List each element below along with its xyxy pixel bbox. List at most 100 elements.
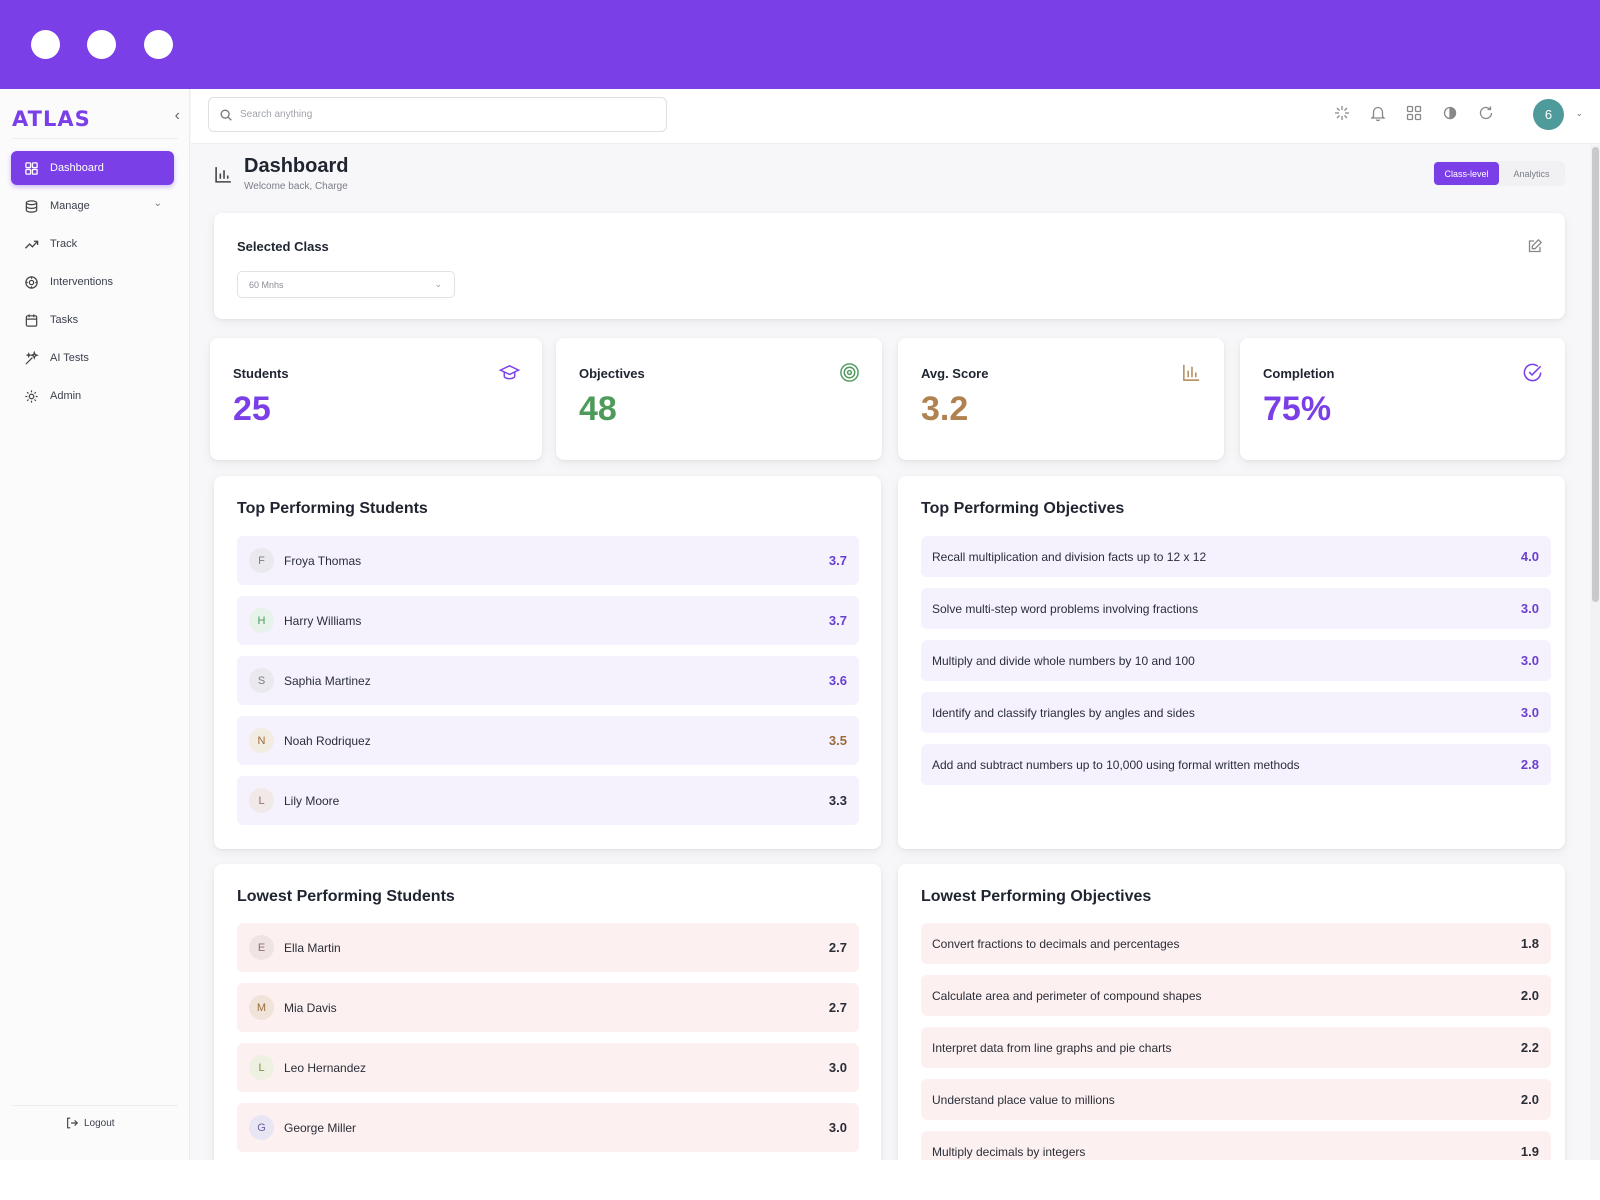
student-initial: H: [249, 608, 274, 633]
sidebar-item-ai-tests[interactable]: AI Tests: [11, 341, 174, 375]
window-dot-1[interactable]: [31, 30, 60, 59]
sidebar-item-label: Dashboard: [50, 162, 104, 174]
refresh-icon[interactable]: [1477, 104, 1496, 123]
logout-button[interactable]: Logout: [65, 1116, 115, 1130]
toggle-class-level[interactable]: Class-level: [1434, 162, 1499, 185]
window-dot-3[interactable]: [144, 30, 173, 59]
stat-card-objectives: Objectives 48: [556, 338, 882, 460]
objective-name: Calculate area and perimeter of compound…: [932, 988, 1202, 1003]
list-item[interactable]: S Saphia Martinez 3.6: [237, 656, 859, 705]
grid-icon[interactable]: [1405, 104, 1424, 123]
student-name: Lily Moore: [284, 793, 340, 808]
student-initial: G: [249, 1115, 274, 1140]
student-score: 3.0: [828, 1060, 847, 1075]
objective-score: 4.0: [1520, 549, 1539, 564]
window-bottom-edge: [0, 1160, 1600, 1200]
list-item[interactable]: Understand place value to millions 2.0: [921, 1079, 1551, 1120]
objective-name: Convert fractions to decimals and percen…: [932, 936, 1180, 951]
app-window: ATLAS ‹ Dashboard Manage ⌄: [0, 89, 1600, 1174]
objective-score: 2.8: [1520, 757, 1539, 772]
list-item[interactable]: N Noah Rodriquez 3.5: [237, 716, 859, 765]
student-score: 3.3: [828, 793, 847, 808]
sidebar-item-admin[interactable]: Admin: [11, 379, 174, 413]
top-students-card: Top Performing Students F Froya Thomas 3…: [214, 476, 881, 849]
stat-card-completion: Completion 75%: [1240, 338, 1565, 460]
bell-icon[interactable]: [1369, 104, 1388, 123]
list-item[interactable]: Convert fractions to decimals and percen…: [921, 923, 1551, 964]
theme-icon[interactable]: [1441, 104, 1460, 123]
sidebar-item-label: Manage: [50, 200, 90, 212]
card-title: Top Performing Students: [237, 500, 428, 517]
student-initial: S: [249, 668, 274, 693]
scrollbar-track[interactable]: [1590, 145, 1600, 1160]
sidebar-item-track[interactable]: Track: [11, 227, 174, 261]
chevron-down-icon[interactable]: ⌄: [1575, 108, 1583, 118]
list-item[interactable]: L Leo Hernandez 3.0: [237, 1043, 859, 1092]
student-initial: L: [249, 1055, 274, 1080]
student-score: 3.7: [828, 613, 847, 628]
avatar[interactable]: 6: [1533, 99, 1564, 130]
logo-row: ATLAS ‹: [12, 105, 180, 133]
top-bar: 6 ⌄: [191, 89, 1600, 144]
list-item[interactable]: Multiply and divide whole numbers by 10 …: [921, 640, 1551, 681]
stat-value: 48: [579, 390, 617, 428]
sidebar-item-dashboard[interactable]: Dashboard: [11, 151, 174, 185]
student-initial: E: [249, 935, 274, 960]
header-icon-group: [1333, 104, 1496, 123]
list-item[interactable]: H Harry Williams 3.7: [237, 596, 859, 645]
card-title: Lowest Performing Students: [237, 888, 455, 905]
student-initial: L: [249, 788, 274, 813]
sync-icon[interactable]: [1333, 104, 1352, 123]
page-title: Dashboard: [244, 155, 349, 177]
objective-score: 2.2: [1520, 1040, 1539, 1055]
edit-icon[interactable]: [1527, 238, 1543, 254]
trend-icon: [23, 236, 39, 252]
atlas-logo[interactable]: ATLAS: [12, 107, 91, 131]
search-input[interactable]: [240, 109, 640, 120]
student-score: 3.0: [828, 1120, 847, 1135]
class-select[interactable]: 60 Mnhs ⌄: [237, 271, 455, 298]
divider: [12, 1105, 178, 1106]
list-item[interactable]: E Ella Martin 2.7: [237, 923, 859, 972]
list-item[interactable]: G George Miller 3.0: [237, 1103, 859, 1152]
stat-card-avg-score: Avg. Score 3.2: [898, 338, 1224, 460]
objective-name: Understand place value to millions: [932, 1092, 1115, 1107]
calendar-icon: [23, 312, 39, 328]
list-item[interactable]: F Froya Thomas 3.7: [237, 536, 859, 585]
list-item[interactable]: M Mia Davis 2.7: [237, 983, 859, 1032]
objective-score: 2.0: [1520, 988, 1539, 1003]
sidebar-item-label: Admin: [50, 390, 82, 402]
stat-value: 75%: [1263, 390, 1332, 428]
logout-label: Logout: [84, 1117, 115, 1129]
objective-score: 1.9: [1520, 1144, 1539, 1159]
list-item[interactable]: Add and subtract numbers up to 10,000 us…: [921, 744, 1551, 785]
sidebar-item-tasks[interactable]: Tasks: [11, 303, 174, 337]
chevron-down-icon[interactable]: ⌄: [153, 198, 162, 209]
sidebar-item-manage[interactable]: Manage ⌄: [11, 189, 174, 223]
bar-chart-icon: [215, 167, 231, 183]
sidebar-item-label: Tasks: [50, 314, 79, 326]
list-item[interactable]: Identify and classify triangles by angle…: [921, 692, 1551, 733]
student-initial: F: [249, 548, 274, 573]
search-box[interactable]: [208, 97, 667, 132]
target-icon: [840, 363, 859, 382]
collapse-sidebar-icon[interactable]: ‹: [174, 107, 180, 124]
list-item[interactable]: Calculate area and perimeter of compound…: [921, 975, 1551, 1016]
list-item[interactable]: Interpret data from line graphs and pie …: [921, 1027, 1551, 1068]
selected-class-card: Selected Class 60 Mnhs ⌄: [214, 213, 1565, 319]
window-dot-2[interactable]: [87, 30, 116, 59]
list-item[interactable]: L Lily Moore 3.3: [237, 776, 859, 825]
list-item[interactable]: Recall multiplication and division facts…: [921, 536, 1551, 577]
sidebar-item-interventions[interactable]: Interventions: [11, 265, 174, 299]
student-name: Mia Davis: [284, 1000, 337, 1015]
database-icon: [23, 198, 39, 214]
toggle-analytics[interactable]: Analytics: [1513, 168, 1550, 179]
class-select-value: 60 Mnhs: [249, 279, 284, 290]
objective-name: Multiply decimals by integers: [932, 1144, 1086, 1159]
list-item[interactable]: Solve multi-step word problems involving…: [921, 588, 1551, 629]
objective-score: 3.0: [1520, 705, 1539, 720]
scrollbar-thumb[interactable]: [1592, 147, 1599, 602]
sidebar: ATLAS ‹ Dashboard Manage ⌄: [0, 89, 190, 1160]
sidebar-item-label: Interventions: [50, 276, 113, 288]
bar-chart-icon: [1183, 364, 1200, 381]
